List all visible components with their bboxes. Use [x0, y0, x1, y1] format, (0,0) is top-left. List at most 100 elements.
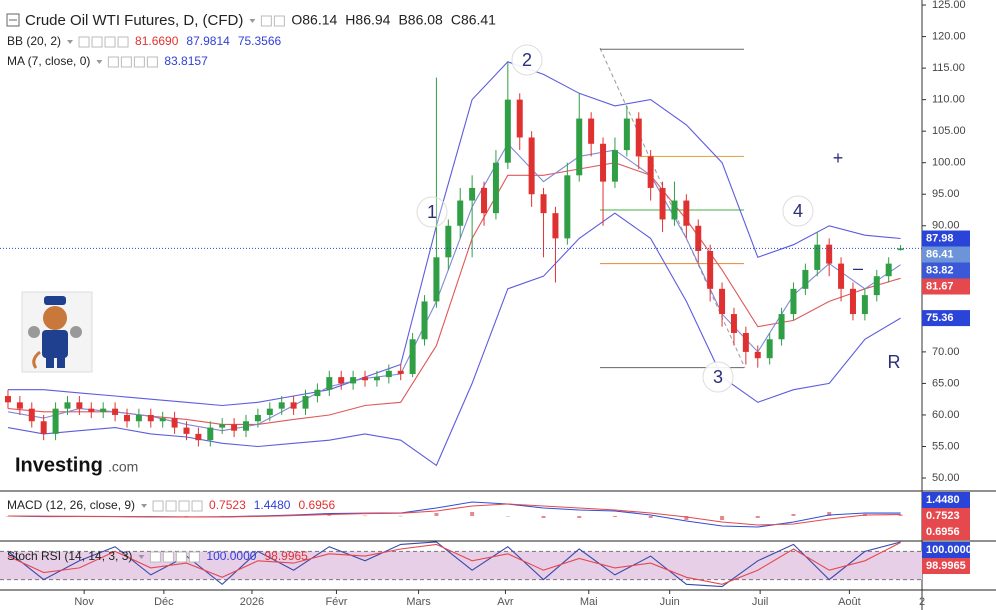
legend-text: 98.9965: [264, 549, 308, 563]
legend-text: 100.0000: [206, 549, 256, 563]
y-tick-label: 90.00: [932, 220, 960, 232]
candle-body: [754, 351, 761, 359]
candle-body: [16, 402, 23, 409]
candle-body: [528, 137, 535, 195]
histogram-bar: [755, 516, 760, 518]
dropdown-arrow: [138, 555, 145, 559]
price-tag-label: 81.67: [926, 280, 954, 292]
legend-text: MACD (12, 26, close, 9): [7, 498, 135, 512]
x-tick-label: Nov: [74, 596, 94, 608]
candle-body: [135, 414, 142, 422]
candle-body: [100, 408, 107, 412]
candle-body: [885, 263, 892, 277]
histogram-bar: [327, 515, 332, 516]
price-tag-label: 87.98: [926, 232, 954, 244]
histogram-bar: [434, 513, 439, 516]
histogram-bar: [5, 516, 10, 517]
candle-body: [219, 424, 226, 428]
legend-icon: [260, 15, 272, 27]
price-tag: [922, 558, 970, 574]
price-tag: [922, 246, 970, 263]
histogram-bar: [648, 516, 653, 518]
candle-body: [457, 200, 464, 226]
legend-icon: [178, 500, 190, 512]
candle-body: [433, 257, 440, 302]
candle-body: [897, 248, 904, 251]
legend-icon: [188, 551, 200, 563]
candle-body: [147, 414, 154, 422]
legend-icon: [175, 551, 187, 563]
legend-text: 83.8157: [164, 54, 208, 68]
candle-body: [588, 118, 595, 144]
candle-body: [64, 402, 71, 409]
wave-label: 3: [713, 367, 723, 387]
candle-body: [112, 408, 119, 415]
candle-body: [326, 377, 333, 390]
candle-body: [445, 225, 452, 258]
legend-icon: [152, 500, 164, 512]
histogram-bar: [827, 512, 832, 516]
legend-icon: [273, 15, 285, 27]
dropdown-arrow: [141, 504, 148, 508]
legend-text: Crude Oil WTI Futures, D, (CFD): [25, 12, 243, 29]
candle-body: [873, 276, 880, 296]
candle-body: [88, 408, 95, 412]
wave-circle: [782, 195, 814, 227]
indicator-line: [7, 503, 901, 526]
candle-body: [195, 433, 202, 441]
x-tick-label: Mai: [580, 596, 598, 608]
x-tick-label: 2: [919, 596, 925, 608]
x-tick-label: Août: [838, 596, 861, 608]
price-tag-label: 98.9965: [926, 560, 966, 572]
histogram-bar: [470, 512, 475, 516]
dropdown-arrow: [249, 19, 256, 23]
wave-circle: [416, 196, 448, 228]
dropdown-arrow: [96, 60, 103, 64]
legend-text: B86.08: [398, 12, 443, 28]
legend-text: Stoch RSI (14, 14, 3, 3): [7, 549, 132, 563]
candle-body: [623, 118, 630, 151]
candle-body: [4, 396, 11, 403]
indicator-line: [8, 61, 901, 407]
price-tag: [922, 230, 970, 247]
candle-body: [659, 187, 666, 220]
x-tick-label: Févr: [325, 596, 347, 608]
price-tag: [922, 262, 970, 279]
legend-text: O86.14: [291, 12, 337, 28]
x-tick-label: Avr: [497, 596, 514, 608]
candle-body: [504, 99, 511, 163]
price-tag-label: 1.4480: [926, 494, 960, 506]
legend-icon: [149, 551, 161, 563]
candle-body: [683, 200, 690, 226]
candle-body: [290, 402, 297, 409]
legend-icon: [117, 36, 129, 48]
candle-body: [350, 377, 357, 384]
candle-body: [338, 377, 345, 384]
candle-body: [492, 162, 499, 214]
candle-body: [397, 370, 404, 374]
price-tag-label: 86.41: [926, 248, 954, 260]
legend-text: 87.9814: [186, 34, 230, 48]
wave-label: 4: [793, 201, 803, 221]
histogram-bar: [898, 514, 903, 516]
candle-body: [826, 244, 833, 264]
indicator-line: [7, 162, 901, 425]
y-tick-label: 100.00: [932, 157, 966, 169]
candle-body: [814, 244, 821, 270]
histogram-bar: [184, 516, 189, 517]
histogram-bar: [577, 516, 582, 518]
candle-body: [302, 396, 309, 409]
candle-body: [719, 288, 726, 315]
legend-text: 81.6690: [135, 34, 179, 48]
candle-body: [576, 118, 583, 176]
x-tick-label: 2026: [240, 596, 264, 608]
y-tick-label: 60.00: [932, 409, 960, 421]
candle-body: [266, 408, 273, 415]
price-tag-label: 83.82: [926, 264, 954, 276]
wave-label: 1: [427, 202, 437, 222]
legend-icon: [133, 56, 145, 68]
legend-text: MA (7, close, 0): [7, 54, 90, 68]
candle-body: [52, 408, 59, 434]
candle-body: [647, 156, 654, 188]
